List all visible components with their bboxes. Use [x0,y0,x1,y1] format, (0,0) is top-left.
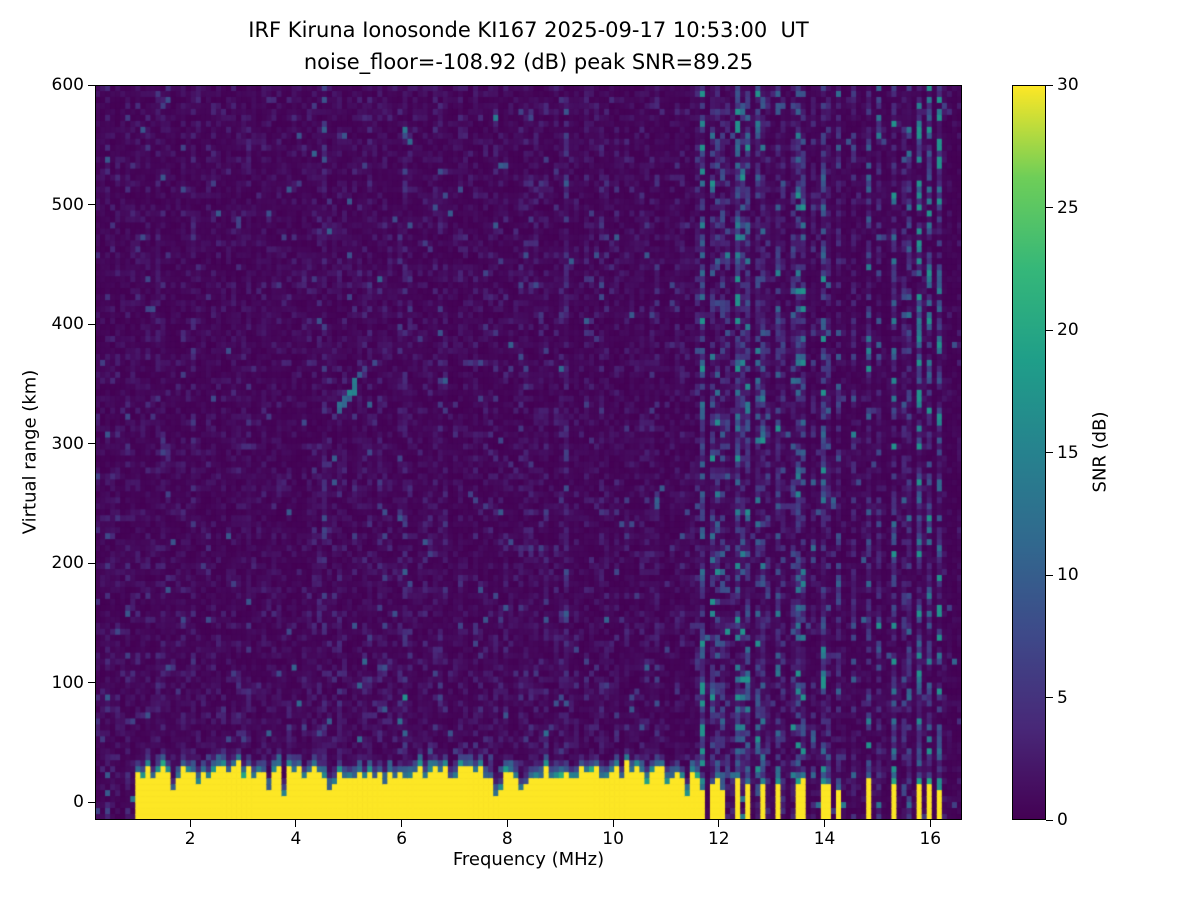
x-tick-label: 12 [707,829,730,849]
ionogram-heatmap [95,85,962,820]
x-tick-mark [824,820,826,827]
x-tick-mark [612,820,614,827]
colorbar-tick-label: 25 [1057,197,1079,218]
colorbar [1012,85,1046,820]
x-axis-label: Frequency (MHz) [452,849,605,870]
x-tick-mark [189,820,191,827]
x-tick-mark [718,820,720,827]
colorbar-tick-mark [1046,84,1053,86]
y-tick-label: 0 [73,792,84,813]
colorbar-tick-label: 30 [1057,75,1079,95]
colorbar-tick-label: 20 [1057,320,1079,340]
y-tick-mark [88,323,95,325]
y-tick-mark [88,204,95,205]
y-tick-label: 200 [51,553,84,574]
colorbar-tick-label: 0 [1057,810,1068,830]
x-tick-label: 10 [602,829,624,849]
colorbar-tick-mark [1046,329,1053,331]
colorbar-tick-label: 5 [1057,687,1068,708]
colorbar-tick-mark [1046,697,1053,698]
x-tick-label: 6 [396,829,408,849]
x-tick-label: 8 [501,829,513,849]
colorbar-tick-mark [1046,207,1053,208]
y-tick-label: 300 [51,433,84,454]
y-tick-mark [88,682,95,684]
x-tick-mark [929,820,931,827]
colorbar-tick-mark [1046,574,1053,576]
x-tick-label: 4 [290,829,302,849]
y-tick-mark [88,562,95,564]
x-tick-mark [401,820,403,827]
colorbar-tick-mark [1046,819,1053,821]
colorbar-tick-label: 15 [1057,442,1079,463]
figure-subtitle: noise_floor=-108.92 (dB) peak SNR=89.25 [303,50,754,74]
colorbar-tick-label: 10 [1057,565,1079,585]
y-tick-mark [88,443,95,445]
y-tick-mark [88,84,95,86]
x-tick-label: 14 [813,829,836,849]
x-tick-label: 16 [919,829,942,849]
x-tick-label: 2 [184,829,196,849]
y-tick-label: 500 [51,194,84,215]
plot-area [95,85,962,820]
colorbar-tick-mark [1046,452,1053,453]
y-tick-label: 400 [51,314,84,335]
y-tick-label: 100 [51,672,84,693]
x-tick-mark [295,820,297,827]
y-tick-label: 600 [51,75,84,95]
x-tick-mark [506,820,508,827]
figure-title: IRF Kiruna Ionosonde KI167 2025-09-17 10… [248,18,809,42]
y-tick-mark [88,801,95,803]
